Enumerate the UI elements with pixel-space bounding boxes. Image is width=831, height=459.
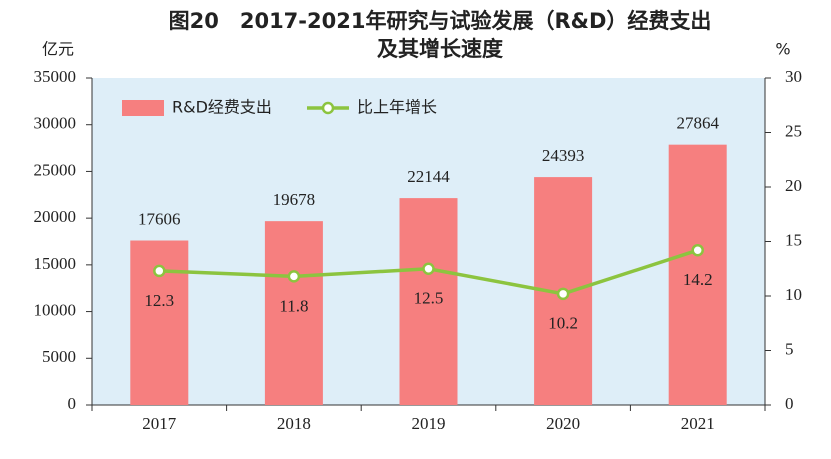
line-value-label: 10.2 xyxy=(548,314,578,333)
bar xyxy=(399,198,458,405)
bar xyxy=(264,221,323,405)
bar-value-label: 24393 xyxy=(542,146,585,165)
bar-value-label: 17606 xyxy=(138,209,181,228)
y-tick-label: 15000 xyxy=(34,254,77,273)
legend-swatch xyxy=(321,101,335,115)
legend-text: 比上年增长 xyxy=(357,98,437,117)
line-value-label: 14.2 xyxy=(683,270,713,289)
line-marker xyxy=(287,270,301,283)
x-tick-label: 2021 xyxy=(681,414,715,433)
line-marker xyxy=(556,287,570,301)
line-value-label: 12.3 xyxy=(144,291,174,310)
y-tick-label: 10000 xyxy=(34,300,77,319)
y-tick-label: 0 xyxy=(68,394,77,413)
y-tick-label: 35000 xyxy=(34,67,77,86)
chart-title: 及其增长速度 xyxy=(377,37,503,61)
line-marker xyxy=(691,243,704,257)
chart-title: 图20 2017-2021年研究与试验发展（R&D）经费支出 xyxy=(169,9,712,33)
y2-tick-label: 5 xyxy=(785,339,794,358)
x-tick-label: 2019 xyxy=(412,414,446,433)
bar xyxy=(668,144,727,405)
y2-tick-label: 20 xyxy=(785,176,802,195)
y2-tick-label: 15 xyxy=(785,230,802,249)
line-marker xyxy=(422,262,435,275)
y2-axis-label: % xyxy=(775,40,790,59)
legend-text: R&D经费支出 xyxy=(172,98,272,117)
line-value-label: 11.8 xyxy=(279,296,308,315)
y-tick-label: 30000 xyxy=(34,114,77,133)
bar-value-label: 27864 xyxy=(676,114,719,133)
y2-tick-label: 10 xyxy=(785,285,802,304)
y-tick-label: 20000 xyxy=(34,207,77,226)
y2-tick-label: 25 xyxy=(785,121,802,140)
y-axis-label: 亿元 xyxy=(42,40,74,59)
line-value-label: 12.5 xyxy=(414,289,444,308)
line-marker xyxy=(153,264,166,278)
x-tick-label: 2017 xyxy=(142,414,177,433)
bar-value-label: 19678 xyxy=(273,190,316,209)
y-tick-label: 25000 xyxy=(34,160,77,179)
legend-swatch xyxy=(122,100,164,116)
y2-tick-label: 0 xyxy=(785,394,794,413)
y-tick-label: 5000 xyxy=(42,347,76,366)
y2-tick-label: 30 xyxy=(785,67,802,86)
x-tick-label: 2020 xyxy=(546,414,580,433)
bar-value-label: 22144 xyxy=(407,167,450,186)
x-tick-label: 2018 xyxy=(277,414,311,433)
